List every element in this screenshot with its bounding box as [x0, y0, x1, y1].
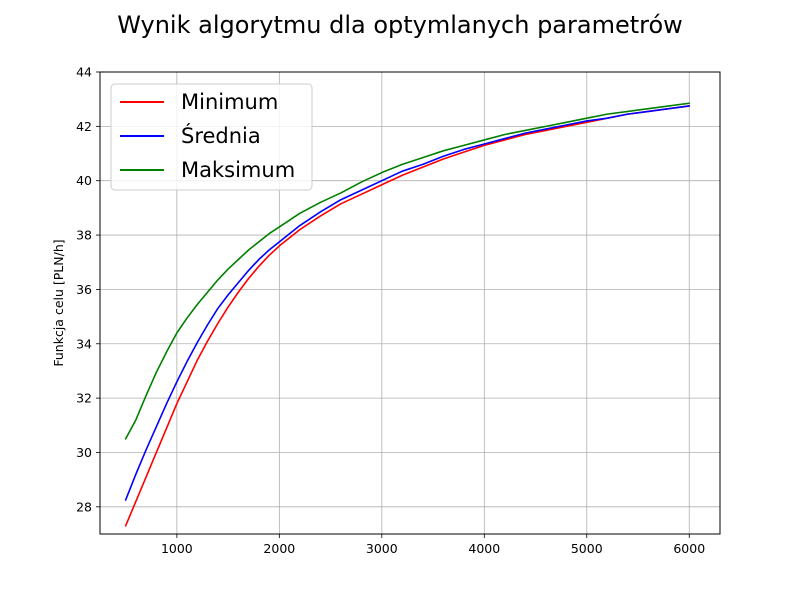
y-axis-label: Funkcja celu [PLN/h]: [51, 239, 66, 366]
axis-layer: 1000 2000 3000 4000 5000 6000 28 30 32 34 36 38 40 42…: [76, 65, 705, 557]
plot-frame: [99, 71, 721, 535]
y-tick-label: 40: [76, 173, 92, 188]
y-tick-label: 32: [76, 391, 92, 406]
legend-entry-label: Maksimum: [181, 158, 295, 182]
legend-entry-label: Średnia: [181, 123, 261, 148]
series-layer: [124, 102, 691, 527]
y-tick-label: 34: [76, 336, 92, 351]
y-tick-label: 42: [76, 119, 92, 134]
y-tick-label: 44: [76, 65, 92, 80]
legend: Minimum Średnia Maksimum: [110, 83, 313, 191]
x-tick-label: 3000: [366, 541, 398, 556]
x-tick-label: 6000: [673, 541, 705, 556]
x-tick-label: 4000: [468, 541, 500, 556]
x-tick-label: 2000: [263, 541, 295, 556]
chart-title: Wynik algorytmu dla optymlanych parametr…: [117, 11, 683, 39]
x-tick-label: 5000: [571, 541, 603, 556]
y-tick-label: 28: [76, 499, 92, 514]
legend-box: [110, 83, 313, 191]
legend-entry-label: Minimum: [181, 90, 278, 114]
y-tick-label: 30: [76, 445, 92, 460]
y-tick-label: 36: [76, 282, 92, 297]
series-line-2: [124, 105, 691, 501]
y-tick-label: 38: [76, 228, 92, 243]
series-line-3: [124, 102, 691, 440]
series-line-1: [124, 105, 691, 527]
grid-layer: [100, 71, 720, 534]
x-tick-label: 1000: [161, 541, 193, 556]
